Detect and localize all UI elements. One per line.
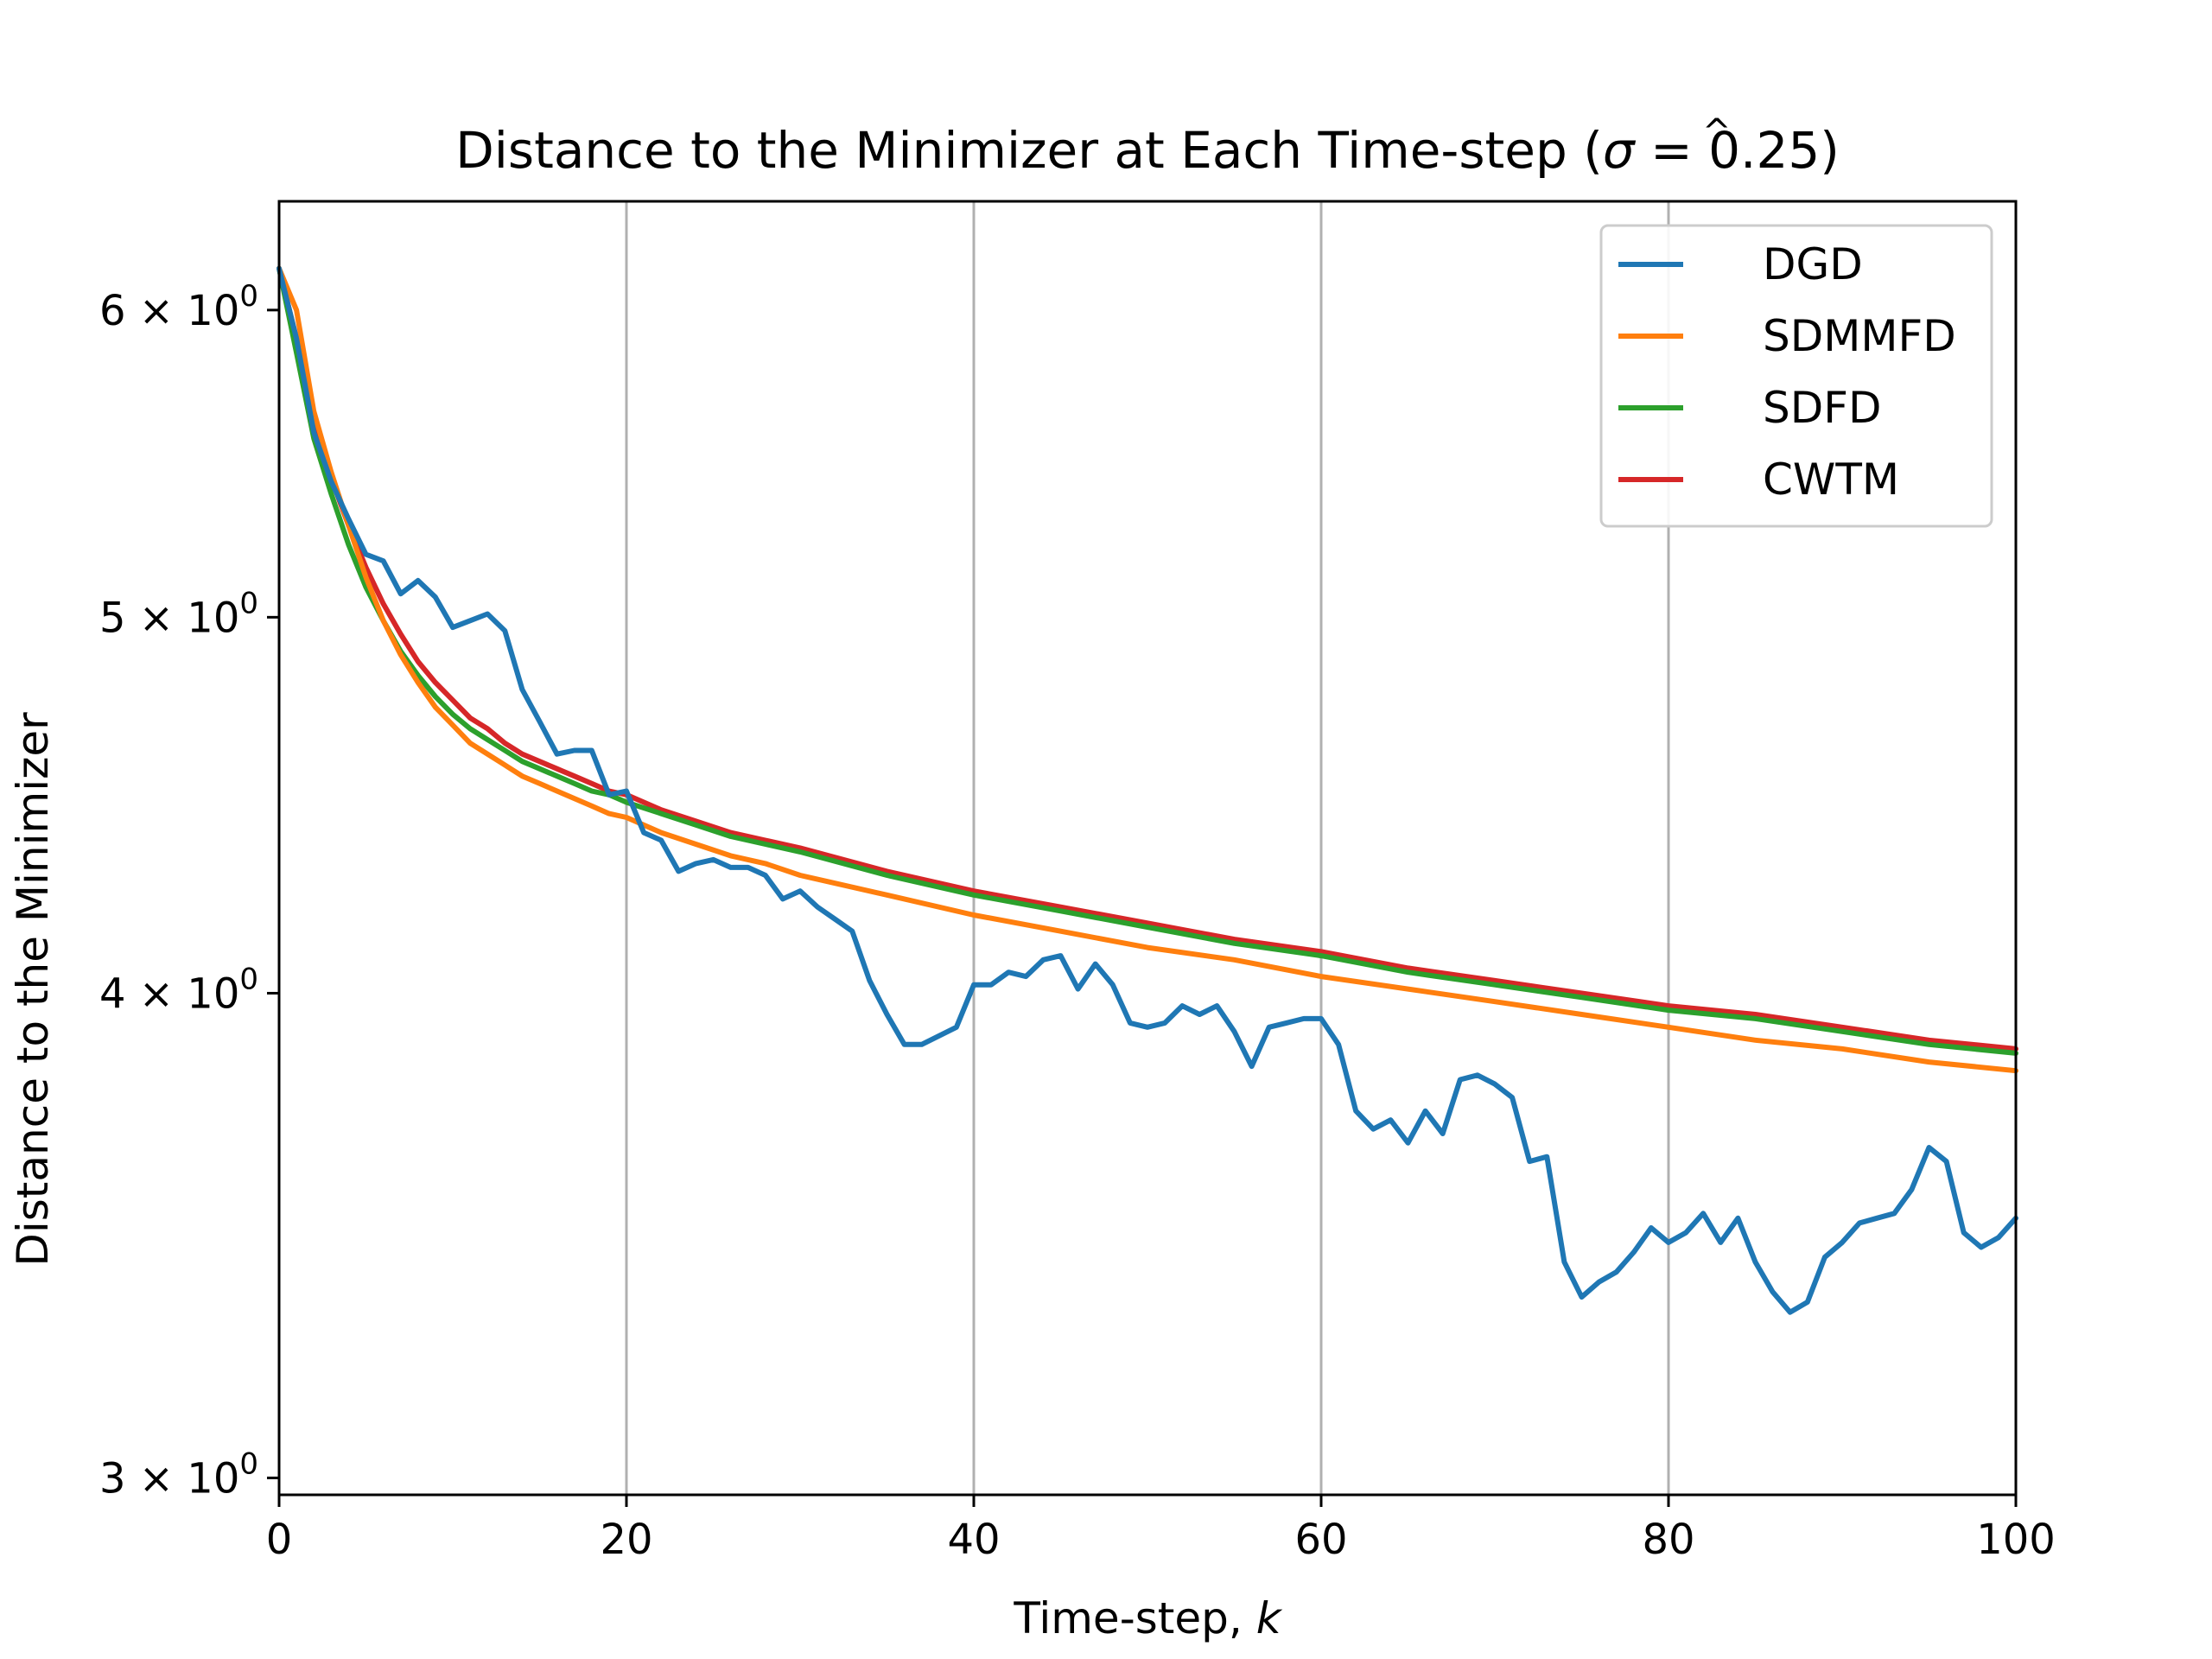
legend-label-sdmmfd: SDMMFD	[1763, 311, 1956, 361]
legend: DGD SDMMFD SDFD CWTM	[1599, 224, 1993, 528]
y-tick-mantissa: 4 × 10	[99, 969, 239, 1018]
series-group	[276, 265, 2018, 1315]
title-rest: = 0.25)	[1635, 121, 1840, 180]
plot-frame	[277, 200, 2018, 1497]
y-tick-exponent: 0	[239, 586, 258, 620]
series-line-sdmmfd	[276, 265, 2018, 1074]
legend-label-dgd: DGD	[1763, 239, 1863, 289]
y-tick-exponent: 0	[239, 1446, 258, 1481]
legend-frame	[1599, 224, 1993, 528]
x-tick-label: 0	[266, 1516, 293, 1564]
x-axis-label-text: Time-step,	[1013, 1593, 1255, 1643]
y-tick-mantissa: 3 × 10	[99, 1454, 239, 1503]
legend-items: DGD SDMMFD SDFD CWTM	[1618, 239, 1956, 505]
title-sigma-hat: ^	[1702, 112, 1732, 152]
legend-label-cwtm: CWTM	[1763, 454, 1899, 505]
title-text: Distance to the Minimizer at Each Time-s…	[455, 121, 1603, 180]
x-axis: 0 20 40 60 80 100	[266, 1495, 2056, 1564]
y-tick-mantissa: 5 × 10	[99, 594, 239, 642]
title-sigma: σ	[1603, 121, 1637, 180]
x-tick-label: 80	[1642, 1516, 1694, 1564]
y-tick-label: 4 × 100	[99, 962, 258, 1018]
y-tick-exponent: 0	[239, 279, 258, 314]
series-line-dgd	[276, 265, 2018, 1315]
x-axis-label-var: k	[1256, 1593, 1283, 1643]
y-tick-mantissa: 6 × 10	[99, 287, 239, 335]
chart-title: Distance to the Minimizer at Each Time-s…	[455, 121, 1840, 180]
x-axis-label: Time-step, k	[1013, 1593, 1282, 1643]
x-tick-label: 60	[1294, 1516, 1347, 1564]
y-tick-exponent: 0	[239, 962, 258, 996]
y-tick-label: 6 × 100	[99, 279, 258, 335]
y-tick-label: 3 × 100	[99, 1446, 258, 1503]
x-tick-label: 40	[947, 1516, 1000, 1564]
x-tick-label: 100	[1976, 1516, 2056, 1564]
y-axis-label: Distance to the Minimizer	[8, 712, 58, 1267]
y-tick-label: 5 × 100	[99, 586, 258, 642]
x-tick-label: 20	[600, 1516, 652, 1564]
legend-label-sdfd: SDFD	[1763, 383, 1882, 433]
